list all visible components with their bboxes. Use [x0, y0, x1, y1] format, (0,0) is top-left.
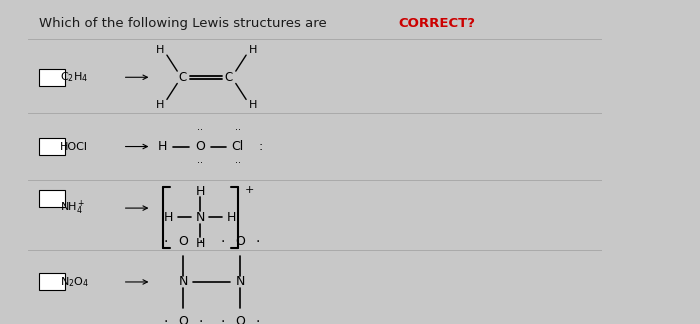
Text: ·: ·	[164, 235, 168, 249]
Text: Cl: Cl	[232, 140, 244, 153]
Text: NH$_4^+$: NH$_4^+$	[60, 199, 85, 217]
Text: HOCl: HOCl	[60, 142, 88, 152]
Text: +: +	[244, 185, 254, 195]
Text: O: O	[178, 316, 188, 324]
Text: H: H	[164, 211, 174, 224]
Text: ·: ·	[256, 315, 260, 324]
Text: O: O	[235, 236, 245, 249]
Text: N$_2$O$_4$: N$_2$O$_4$	[60, 275, 89, 289]
Text: H: H	[156, 100, 164, 110]
Text: O: O	[195, 140, 205, 153]
Text: ··: ··	[234, 158, 241, 168]
Text: ·: ·	[198, 315, 202, 324]
Text: ·: ·	[221, 235, 225, 249]
Bar	[39, 191, 64, 207]
Bar	[39, 138, 64, 155]
Text: :: :	[258, 140, 262, 153]
Text: ··: ··	[197, 158, 203, 168]
Text: ··: ··	[197, 125, 203, 134]
Text: ·: ·	[256, 235, 260, 249]
Text: N: N	[178, 275, 188, 288]
Bar	[39, 273, 64, 290]
Text: H: H	[248, 100, 257, 110]
Text: H: H	[156, 45, 164, 54]
Text: N: N	[195, 211, 205, 224]
Text: H: H	[248, 45, 257, 54]
Text: ·: ·	[221, 315, 225, 324]
Text: N: N	[236, 275, 245, 288]
Text: C: C	[225, 71, 233, 84]
Text: C: C	[179, 71, 187, 84]
Text: O: O	[235, 316, 245, 324]
Text: ··: ··	[234, 125, 241, 134]
Text: O: O	[178, 236, 188, 249]
Text: H: H	[227, 211, 237, 224]
Text: H: H	[195, 237, 205, 250]
Text: ·: ·	[198, 235, 202, 249]
Text: H: H	[195, 185, 205, 198]
Text: CORRECT?: CORRECT?	[398, 17, 475, 30]
Text: H: H	[158, 140, 167, 153]
Text: ·: ·	[164, 315, 168, 324]
Bar	[39, 69, 64, 86]
Text: Which of the following Lewis structures are: Which of the following Lewis structures …	[39, 17, 332, 30]
Text: C$_2$H$_4$: C$_2$H$_4$	[60, 70, 88, 84]
